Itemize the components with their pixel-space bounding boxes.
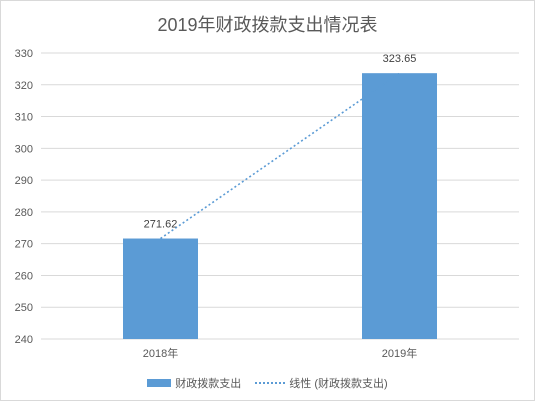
y-tick-label: 240 — [15, 334, 33, 346]
y-tick-label: 300 — [15, 143, 33, 155]
y-tick-label: 290 — [15, 175, 33, 187]
y-tick-label: 280 — [15, 207, 33, 219]
x-tick-label: 2019年 — [382, 346, 417, 360]
legend-item-trendline: 线性 (财政拨款支出) — [255, 375, 388, 391]
legend-swatch-trendline — [255, 382, 286, 384]
bar — [362, 73, 437, 339]
x-tick-label: 2018年 — [143, 346, 178, 360]
chart-title: 2019年财政拨款支出情况表 — [157, 15, 378, 35]
bar — [123, 238, 198, 339]
y-tick-label: 260 — [15, 270, 33, 282]
legend-item-bar: 财政拨款支出 — [147, 375, 241, 391]
legend-label-trendline: 线性 (财政拨款支出) — [289, 378, 388, 390]
data-label: 323.65 — [383, 53, 417, 65]
y-tick-label: 250 — [15, 302, 33, 314]
y-tick-label: 330 — [15, 48, 33, 60]
trendline — [160, 72, 400, 240]
data-label: 271.62 — [144, 219, 178, 231]
legend-swatch-bar — [147, 379, 172, 387]
y-tick-label: 320 — [15, 80, 33, 92]
legend: 财政拨款支出 线性 (财政拨款支出) — [1, 375, 534, 391]
y-tick-label: 310 — [15, 112, 33, 124]
legend-label-bar: 财政拨款支出 — [175, 378, 242, 390]
y-tick-label: 270 — [15, 239, 33, 251]
